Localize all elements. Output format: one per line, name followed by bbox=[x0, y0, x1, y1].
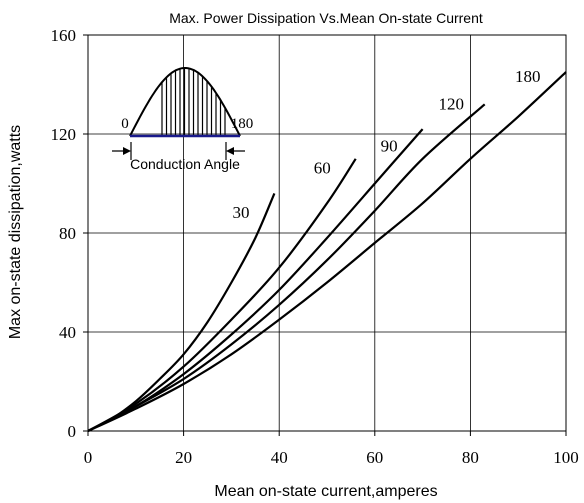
x-tick-label: 40 bbox=[271, 448, 288, 467]
x-axis-label: Mean on-state current,amperes bbox=[214, 483, 437, 500]
grid-lines bbox=[88, 35, 566, 431]
series-line-180 bbox=[87, 71, 567, 432]
inset-left-label: 0 bbox=[121, 116, 129, 132]
y-tick-label: 40 bbox=[59, 323, 76, 342]
chart-title: Max. Power Dissipation Vs.Mean On-state … bbox=[169, 10, 483, 26]
series-label-60: 60 bbox=[314, 159, 331, 178]
x-tick-label: 0 bbox=[84, 448, 93, 467]
series-label-90: 90 bbox=[381, 136, 398, 155]
x-axis-ticks: 0 20 40 60 80 100 bbox=[84, 431, 579, 467]
series-label-120: 120 bbox=[439, 94, 465, 113]
x-tick-label: 60 bbox=[366, 448, 383, 467]
inset-caption: Conduction Angle bbox=[130, 156, 240, 172]
y-axis-ticks: 0 40 80 120 160 bbox=[51, 26, 88, 441]
series-lines bbox=[87, 71, 567, 432]
inset-waveform bbox=[129, 67, 241, 137]
series-label-180: 180 bbox=[515, 67, 541, 86]
y-tick-label: 80 bbox=[59, 224, 76, 243]
inset-right-arrow-head bbox=[226, 147, 234, 155]
series-line-120 bbox=[87, 103, 486, 432]
y-tick-label: 120 bbox=[51, 125, 77, 144]
y-tick-label: 160 bbox=[51, 26, 77, 45]
y-axis-label: Max on-state dissipation,watts bbox=[7, 125, 24, 339]
series-labels: 30 60 90 120 180 bbox=[232, 67, 540, 222]
x-tick-label: 20 bbox=[175, 448, 192, 467]
inset-left-arrow-head bbox=[123, 147, 131, 155]
conduction-angle-inset: 0 180 Conduction Angle bbox=[112, 67, 254, 172]
inset-right-label: 180 bbox=[231, 116, 254, 132]
y-tick-label: 0 bbox=[68, 422, 77, 441]
x-tick-label: 100 bbox=[553, 448, 579, 467]
x-tick-label: 80 bbox=[462, 448, 479, 467]
series-line-60 bbox=[87, 158, 357, 432]
inset-hatching bbox=[161, 68, 226, 136]
series-label-30: 30 bbox=[232, 203, 249, 222]
